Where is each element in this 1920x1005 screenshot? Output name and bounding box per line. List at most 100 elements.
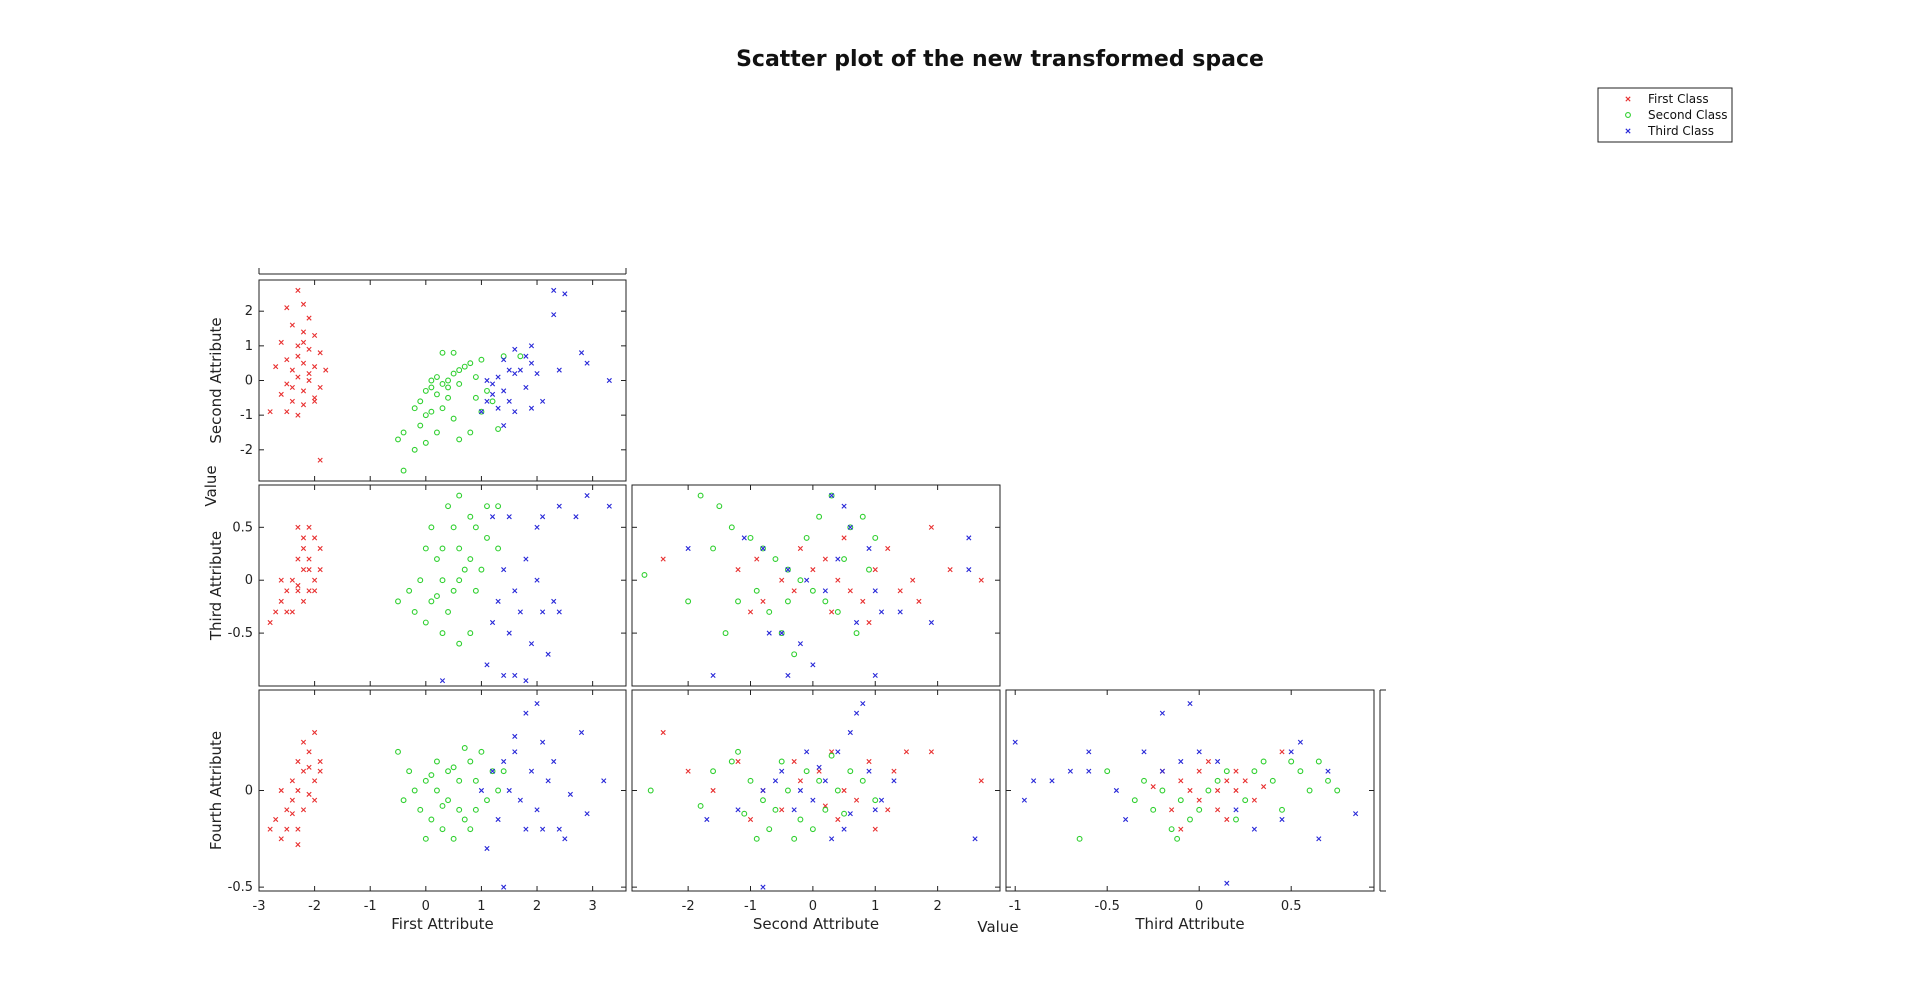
data-point: [523, 826, 529, 832]
data-point: [450, 587, 457, 594]
data-point: [472, 524, 479, 531]
chart-title: Scatter plot of the new transformed spac…: [736, 47, 1264, 72]
data-point: [710, 672, 716, 679]
data-point: [506, 398, 512, 404]
data-point: [829, 492, 835, 499]
data-point: [1159, 710, 1165, 716]
data-point: [489, 391, 496, 397]
data-point: [501, 672, 507, 679]
data-point: [1297, 739, 1303, 745]
data-point: [501, 567, 507, 573]
data-point: [295, 842, 301, 848]
data-point: [395, 748, 401, 755]
data-point: [797, 787, 803, 794]
data-point: [450, 835, 457, 842]
data-point: [428, 408, 435, 415]
data-point: [766, 826, 773, 833]
data-point: [512, 672, 518, 679]
data-point: [716, 503, 723, 510]
data-point: [1233, 816, 1239, 823]
data-point: [489, 398, 496, 405]
data-point: [1224, 880, 1230, 886]
data-point: [284, 588, 290, 594]
data-point: [472, 374, 479, 380]
data-point: [312, 364, 318, 370]
data-point: [1288, 749, 1294, 755]
data-point: [1168, 826, 1175, 833]
data-point: [461, 363, 468, 370]
data-point: [295, 758, 301, 765]
data-point: [835, 577, 841, 583]
data-point: [803, 534, 810, 541]
data-point: [300, 402, 307, 408]
data-point: [295, 582, 301, 589]
data-point: [866, 768, 872, 774]
data-point: [295, 826, 301, 832]
shared-x-axis-label: Value: [977, 918, 1018, 936]
series-third-class: [704, 700, 978, 890]
data-point: [439, 630, 446, 637]
data-point: [584, 492, 590, 499]
x-axis-label: First Attribute: [391, 915, 494, 933]
data-point: [439, 381, 446, 387]
data-point: [1233, 787, 1239, 794]
data-point: [422, 835, 429, 842]
data-point: [540, 826, 546, 832]
data-point: [878, 797, 885, 803]
data-point: [523, 556, 529, 562]
data-point: [766, 608, 773, 615]
data-point: [450, 370, 457, 377]
data-point: [1131, 797, 1138, 804]
data-point: [1279, 816, 1285, 823]
data-point: [872, 826, 878, 832]
data-point: [278, 391, 284, 397]
panel-r2-c1: -2 -1 0 1 2 Second Attribute: [631, 689, 1001, 933]
data-point: [295, 556, 301, 562]
data-point: [1260, 758, 1267, 765]
data-point: [1086, 749, 1092, 755]
data-point: [606, 377, 612, 384]
data-point: [534, 807, 540, 813]
data-point: [428, 598, 435, 605]
data-point: [472, 394, 479, 401]
data-point: [847, 811, 853, 817]
x-axis-label: Second Attribute: [753, 915, 879, 933]
data-point: [1104, 768, 1111, 775]
data-point: [295, 287, 301, 293]
data-point: [1233, 768, 1239, 774]
data-point: [289, 778, 295, 784]
data-point: [660, 556, 666, 562]
data-point: [1196, 768, 1202, 774]
data-point: [540, 739, 546, 745]
data-point: [284, 609, 290, 615]
data-point: [1174, 835, 1181, 842]
data-point: [295, 588, 301, 594]
x-tick-label: -1: [744, 899, 757, 914]
data-point: [528, 343, 535, 349]
data-point: [772, 806, 779, 813]
data-point: [809, 826, 816, 833]
data-point: [417, 422, 424, 429]
data-point: [978, 577, 984, 583]
data-point: [284, 409, 290, 415]
panel-r1-c1: [631, 484, 1001, 687]
data-point: [1316, 836, 1322, 842]
data-point: [866, 619, 872, 626]
data-point: [735, 807, 741, 813]
data-point: [835, 749, 841, 755]
data-point: [829, 836, 835, 842]
data-point: [467, 630, 474, 637]
data-point: [528, 768, 535, 774]
data-point: [517, 367, 523, 373]
data-point: [495, 374, 501, 380]
data-point: [928, 749, 934, 755]
data-point: [835, 816, 841, 823]
data-point: [472, 777, 479, 784]
data-point: [422, 545, 429, 552]
data-point: [534, 370, 540, 377]
data-point: [306, 315, 312, 321]
data-point: [489, 381, 496, 387]
data-point: [722, 630, 729, 637]
data-point: [816, 768, 822, 774]
data-point: [478, 409, 485, 415]
